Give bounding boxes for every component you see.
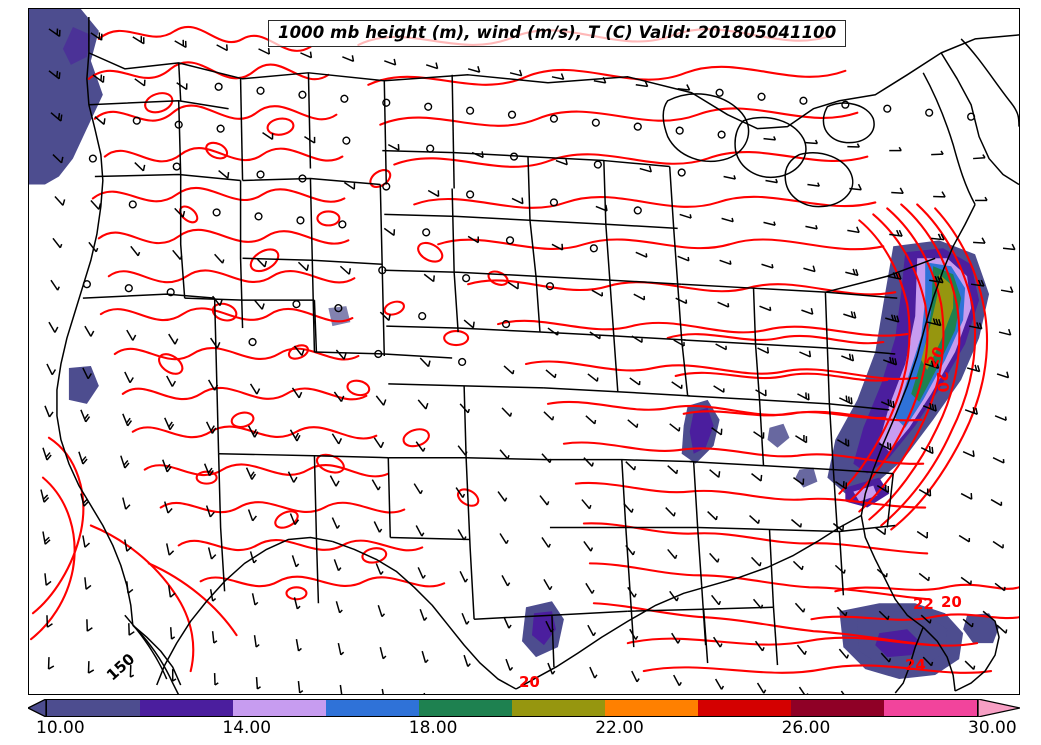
colorbar-segments[interactable] [46, 699, 978, 717]
colorbar-under-arrow [28, 699, 46, 717]
colorbar-segment[interactable] [140, 700, 233, 716]
colorbar-segment[interactable] [419, 700, 512, 716]
colorbar[interactable]: 10.00 14.00 18.00 22.00 26.00 30.00 [28, 698, 1020, 738]
map-canvas [29, 9, 1019, 694]
contour-label: 20 [932, 370, 953, 394]
colorbar-segment[interactable] [884, 700, 977, 716]
contour-label: 24 [905, 656, 926, 674]
colorbar-segment[interactable] [233, 700, 326, 716]
colorbar-over-arrow [978, 699, 1020, 717]
colorbar-segment[interactable] [791, 700, 884, 716]
map-panel[interactable]: 20 20 22 20 24 150 20 [28, 8, 1020, 695]
colorbar-tick-label: 22.00 [595, 718, 644, 738]
contour-label: 20 [519, 673, 540, 691]
wind-barb-layer [40, 23, 1017, 694]
colorbar-segment[interactable] [326, 700, 419, 716]
colorbar-tick-label: 10.00 [36, 718, 85, 738]
map-title: 1000 mb height (m), wind (m/s), T (C) Va… [268, 20, 847, 48]
contour-label: 22 [913, 595, 934, 613]
colorbar-segment[interactable] [512, 700, 605, 716]
colorbar-tick-label: 14.00 [222, 718, 272, 738]
contour-label: 20 [941, 593, 962, 611]
colorbar-tick-label: 18.00 [408, 718, 458, 738]
colorbar-segment[interactable] [605, 700, 698, 716]
colorbar-segment[interactable] [698, 700, 791, 716]
colorbar-segment[interactable] [47, 700, 140, 716]
colorbar-tick-label: 26.00 [781, 718, 831, 738]
geography-layer [56, 16, 1019, 694]
colorbar-tick-label: 30.00 [968, 718, 1017, 738]
colorbar-tick-labels: 10.00 14.00 18.00 22.00 26.00 30.00 [28, 718, 1020, 744]
